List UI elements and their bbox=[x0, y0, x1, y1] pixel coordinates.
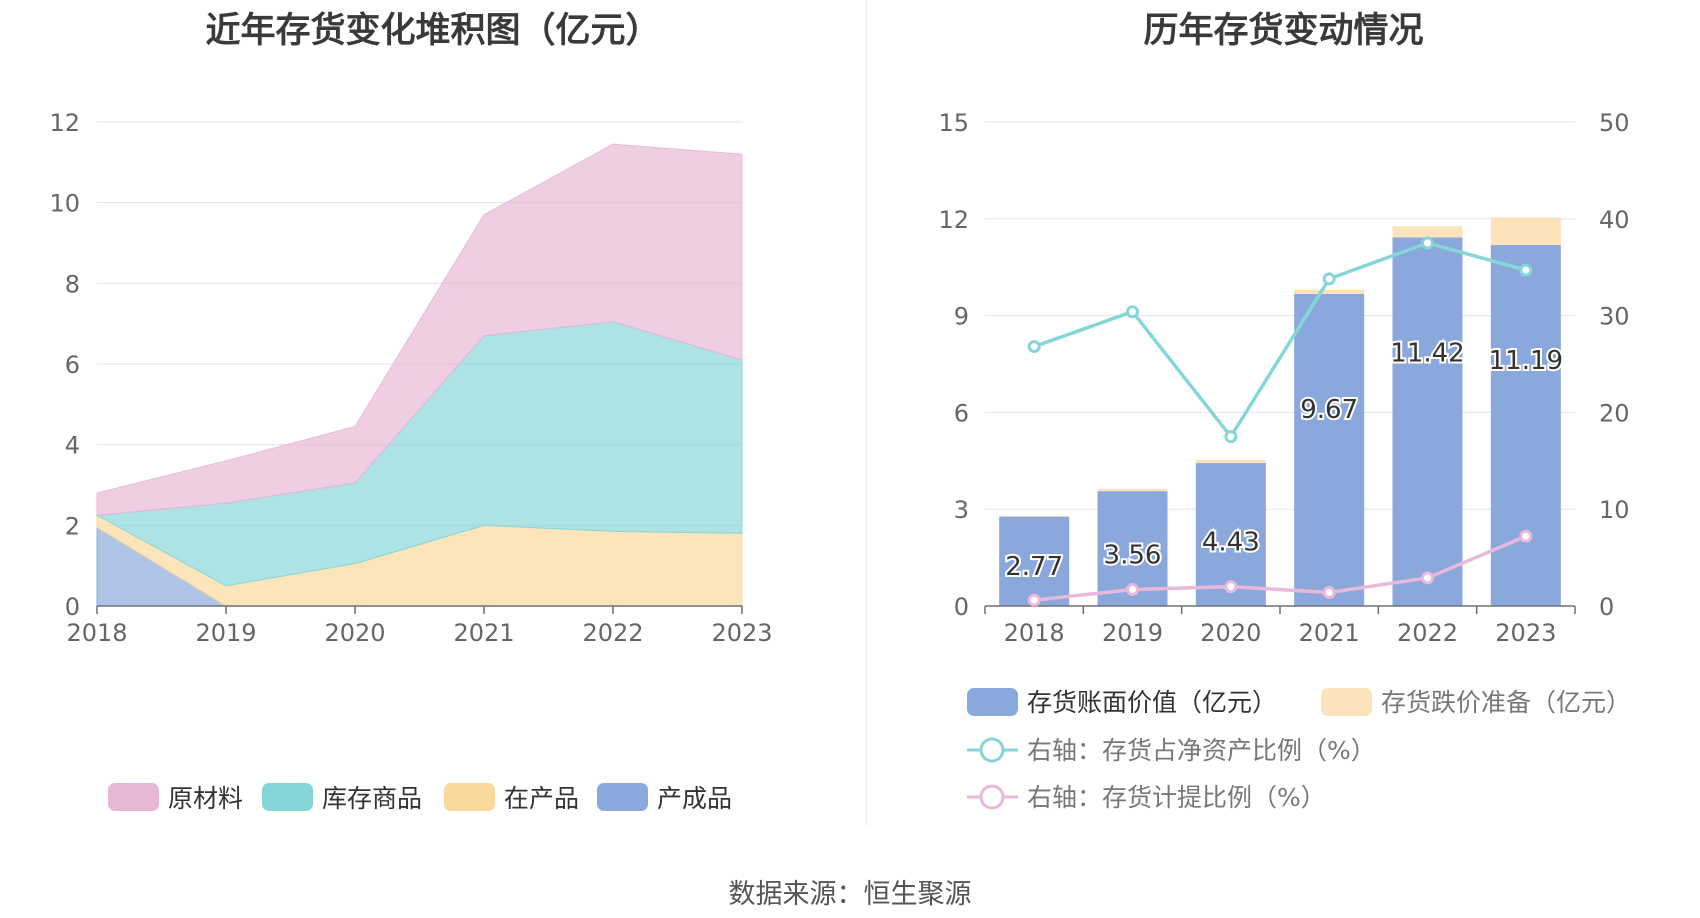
bar-impairment bbox=[1392, 226, 1463, 238]
x-tick-label: 2021 bbox=[1299, 619, 1360, 647]
x-tick-label: 2020 bbox=[324, 619, 385, 647]
y2-tick-label: 0 bbox=[1599, 593, 1614, 621]
legend-label: 在产品 bbox=[504, 784, 579, 813]
line-point bbox=[1224, 430, 1238, 444]
y-tick-label: 12 bbox=[938, 206, 969, 234]
y2-tick-label: 40 bbox=[1599, 206, 1630, 234]
bar-impairment bbox=[1195, 459, 1266, 464]
legend-label: 右轴：存货计提比例（%） bbox=[1027, 783, 1326, 812]
line-point bbox=[1421, 236, 1434, 250]
legend-label: 产成品 bbox=[657, 784, 732, 813]
y-tick-label: 8 bbox=[65, 270, 80, 298]
line-point bbox=[1027, 593, 1041, 607]
x-tick-label: 2022 bbox=[1397, 619, 1458, 647]
bar-line-combo-chart: 0 3 6 9 12 15 0 10 20 30 40 50 2.77 3.56 4.43 9.67 11.42… bbox=[938, 109, 1631, 812]
legend-marker bbox=[979, 737, 1005, 763]
line-point bbox=[1519, 263, 1533, 277]
bar-impairment bbox=[1490, 217, 1561, 245]
legend-swatch bbox=[108, 783, 159, 811]
legend-label: 存货跌价准备（亿元） bbox=[1381, 688, 1631, 717]
line-net-asset-ratio bbox=[1033, 241, 1527, 440]
y2-tick-label: 20 bbox=[1599, 399, 1630, 427]
bar-data-label: 3.56 bbox=[1104, 540, 1162, 570]
x-tick-label: 2019 bbox=[195, 619, 256, 647]
line-point bbox=[1027, 340, 1041, 354]
x-tick-label: 2023 bbox=[711, 619, 772, 647]
bar-book-value bbox=[1294, 293, 1365, 606]
y-tick-label: 10 bbox=[49, 190, 80, 218]
line-point bbox=[1126, 305, 1139, 319]
y-tick-label: 6 bbox=[954, 399, 969, 427]
legend-label: 库存商品 bbox=[322, 784, 422, 813]
bar-data-label: 2.77 bbox=[1005, 552, 1063, 582]
line-point bbox=[1224, 580, 1238, 594]
legend-swatch bbox=[262, 783, 313, 811]
bar-book-value bbox=[1490, 244, 1561, 606]
bar-impairment bbox=[999, 515, 1070, 517]
area-series-原材料 bbox=[96, 143, 743, 516]
y2-tick-label: 10 bbox=[1599, 496, 1630, 524]
y-tick-label: 9 bbox=[954, 303, 969, 331]
bar-data-label: 9.67 bbox=[1300, 395, 1358, 425]
y2-tick-label: 30 bbox=[1599, 303, 1630, 331]
legend-label: 原材料 bbox=[168, 784, 243, 813]
y-tick-label: 6 bbox=[65, 351, 80, 379]
x-tick-label: 2020 bbox=[1200, 619, 1261, 647]
line-point bbox=[1322, 585, 1336, 599]
bar-impairment bbox=[1294, 289, 1365, 294]
bar-impairment bbox=[1097, 488, 1168, 492]
legend-label: 右轴：存货占净资产比例（%） bbox=[1027, 736, 1376, 765]
legend-swatch bbox=[444, 783, 495, 811]
line-provision-ratio bbox=[1033, 534, 1527, 602]
legend-label: 存货账面价值（亿元） bbox=[1027, 688, 1277, 717]
bar-book-value bbox=[1392, 237, 1463, 607]
left-chart-title: 近年存货变化堆积图（亿元） bbox=[205, 11, 661, 51]
line-point bbox=[1519, 529, 1533, 543]
legend-swatch bbox=[597, 783, 648, 811]
x-tick-label: 2021 bbox=[453, 619, 514, 647]
x-tick-label: 2023 bbox=[1495, 619, 1556, 647]
panel-divider bbox=[866, 0, 867, 826]
x-tick-label: 2022 bbox=[582, 619, 643, 647]
line-point bbox=[1126, 583, 1139, 597]
x-tick-label: 2018 bbox=[66, 619, 127, 647]
y-tick-label: 15 bbox=[938, 109, 969, 137]
legend-swatch bbox=[967, 688, 1018, 716]
y-tick-label: 0 bbox=[65, 593, 80, 621]
y-tick-label: 2 bbox=[65, 512, 80, 540]
x-tick-label: 2018 bbox=[1004, 619, 1065, 647]
stacked-area-chart: 0 2 4 6 8 10 12 2018 2019 2020 2021 2022 2023 原材料 库存商品… bbox=[49, 109, 772, 813]
y-tick-label: 12 bbox=[49, 109, 80, 137]
x-tick-label: 2019 bbox=[1102, 619, 1163, 647]
y2-tick-label: 50 bbox=[1599, 109, 1630, 137]
line-point bbox=[1421, 571, 1434, 585]
y-tick-label: 3 bbox=[954, 496, 969, 524]
line-point bbox=[1322, 272, 1336, 286]
right-chart-title: 历年存货变动情况 bbox=[1143, 11, 1424, 51]
bar-data-label: 4.43 bbox=[1202, 528, 1260, 558]
y-tick-label: 0 bbox=[954, 593, 969, 621]
legend-swatch bbox=[1321, 688, 1372, 716]
bar-data-label: 11.42 bbox=[1390, 339, 1464, 369]
bar-data-label: 11.19 bbox=[1489, 346, 1563, 376]
y-tick-label: 4 bbox=[65, 432, 80, 460]
data-source: 数据来源：恒生聚源 bbox=[728, 879, 972, 910]
legend-marker bbox=[979, 784, 1005, 810]
bar-book-value bbox=[999, 516, 1070, 606]
